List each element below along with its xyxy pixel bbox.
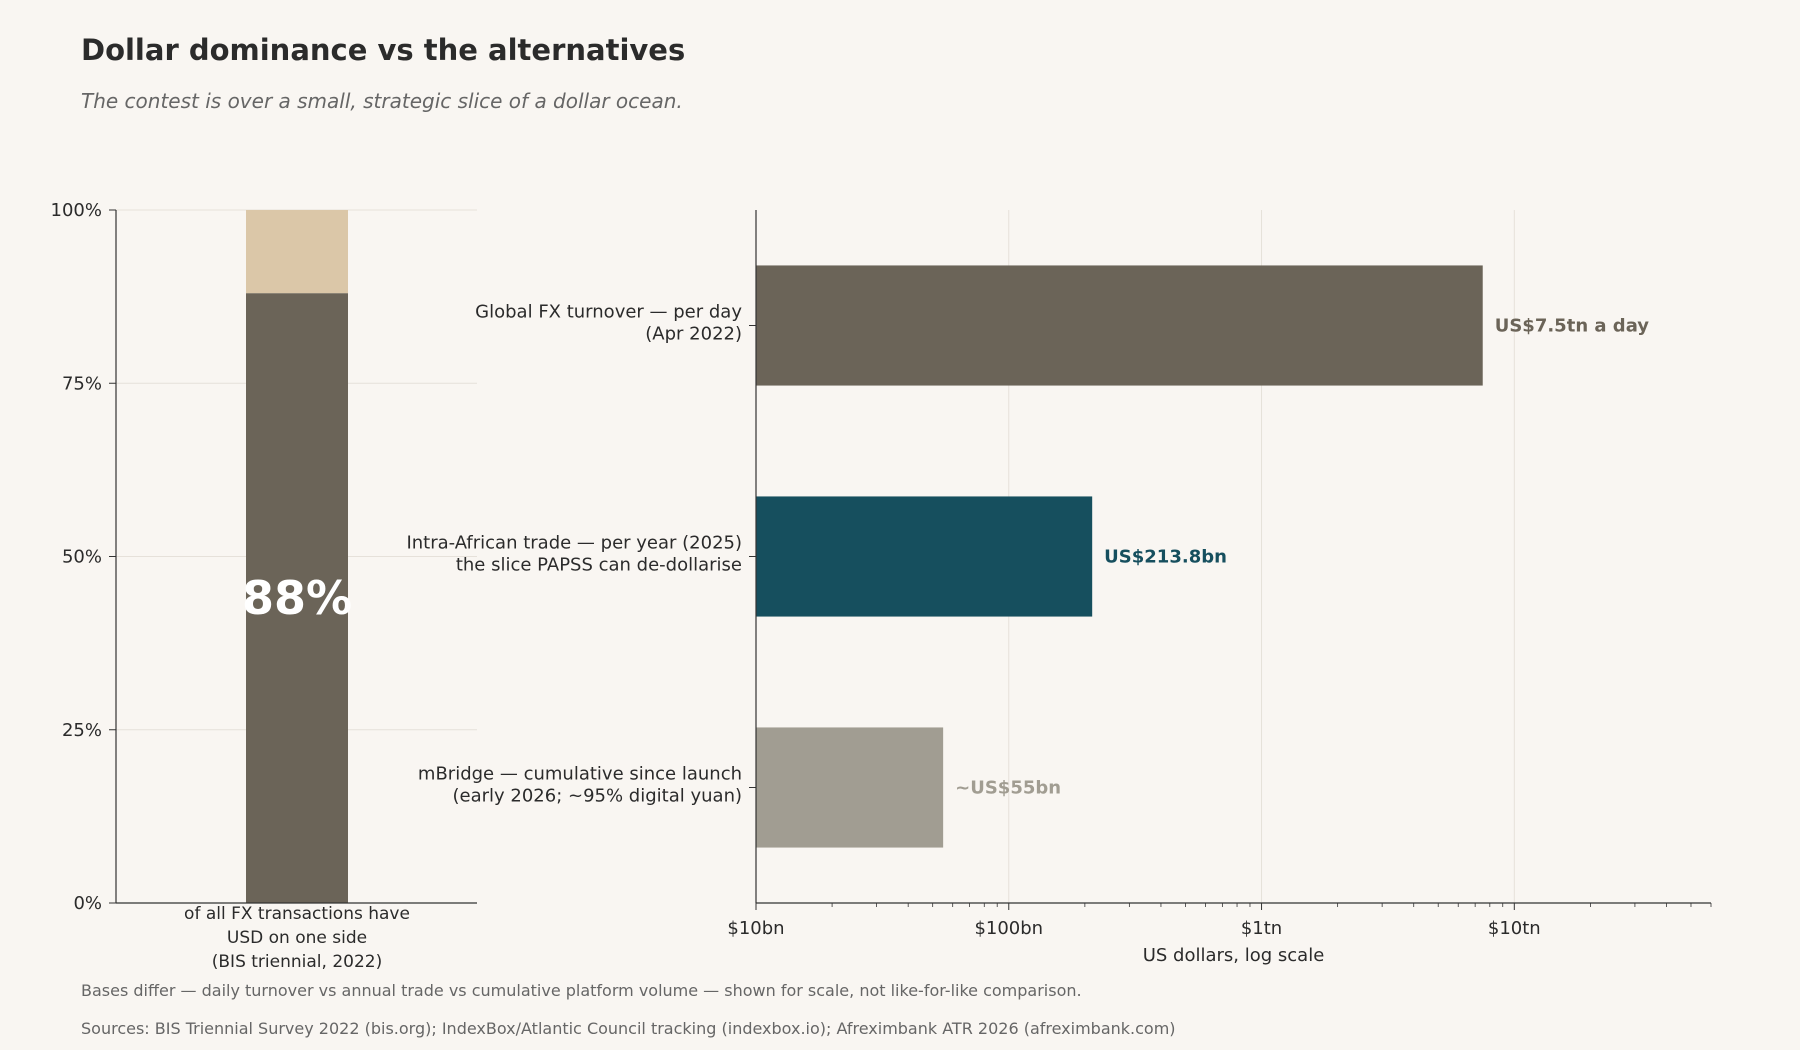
bar-value-label: US$213.8bn	[1104, 547, 1227, 568]
chart-subtitle: The contest is over a small, strategic s…	[81, 89, 683, 113]
bar-usd-share	[246, 293, 348, 903]
x-tick-label: $10tn	[1488, 918, 1541, 939]
footnote: Bases differ — daily turnover vs annual …	[81, 981, 1082, 1000]
y-category-label: Global FX turnover — per day	[475, 302, 742, 323]
chart-title: Dollar dominance vs the alternatives	[81, 33, 685, 67]
y-category-label: Intra-African trade — per year (2025)	[406, 533, 742, 554]
bar	[756, 496, 1093, 617]
y-tick-label: 0%	[73, 893, 102, 914]
x-tick-label: $100bn	[974, 918, 1043, 939]
x-tick-label: $1tn	[1241, 918, 1282, 939]
y-tick-label: 25%	[62, 720, 102, 741]
x-axis-title: US dollars, log scale	[1143, 945, 1325, 966]
y-category-label: (early 2026; ~95% digital yuan)	[453, 786, 743, 807]
x-caption-line: USD on one side	[227, 928, 367, 948]
y-tick-label: 100%	[51, 200, 102, 221]
bar-data-label: 88%	[242, 571, 352, 625]
bar	[756, 727, 944, 848]
x-tick-label: $10bn	[727, 918, 784, 939]
x-caption-line: (BIS triennial, 2022)	[212, 952, 382, 972]
y-category-label: the slice PAPSS can de-dollarise	[456, 555, 742, 576]
x-caption-line: of all FX transactions have	[184, 904, 410, 924]
bar-remainder	[246, 210, 348, 294]
bar	[756, 265, 1483, 386]
usd-share-chart: 0% 25% 50% 75% 100% 88% of all FX transactions…	[51, 200, 477, 972]
y-tick-label: 75%	[62, 373, 102, 394]
y-tick-label: 50%	[62, 547, 102, 568]
bar-value-label: ~US$55bn	[955, 778, 1061, 799]
sources: Sources: BIS Triennial Survey 2022 (bis.…	[81, 1019, 1176, 1038]
y-category-label: (Apr 2022)	[645, 324, 742, 345]
scale-comparison-chart: $10bn $100bn $1tn $10tn Global FX turnover —…	[406, 210, 1712, 966]
y-category-label: mBridge — cumulative since launch	[418, 764, 742, 785]
bar-value-label: US$7.5tn a day	[1495, 316, 1650, 337]
